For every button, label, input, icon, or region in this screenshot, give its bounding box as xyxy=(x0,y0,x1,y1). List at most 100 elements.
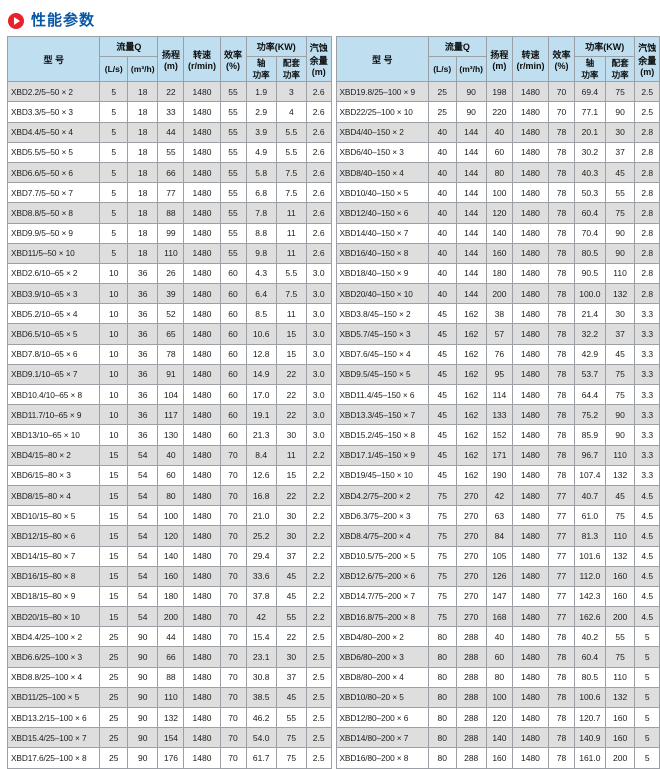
cell-model: XBD4.4/5–50 × 4 xyxy=(8,122,100,142)
cell-value: 57 xyxy=(486,324,512,344)
cell-value: 80 xyxy=(486,667,512,687)
cell-value: 40 xyxy=(428,142,456,162)
cell-value: 76 xyxy=(486,344,512,364)
cell-value: 1480 xyxy=(512,687,548,707)
cell-value: 40.2 xyxy=(575,627,606,647)
cell-value: 168 xyxy=(486,607,512,627)
cell-value: 162 xyxy=(456,425,486,445)
cell-value: 162 xyxy=(456,405,486,425)
cell-value: 30 xyxy=(276,526,306,546)
cell-value: 152 xyxy=(486,425,512,445)
cell-value: 132 xyxy=(605,284,635,304)
cell-value: 105 xyxy=(486,546,512,566)
cell-value: 25 xyxy=(100,728,128,748)
cell-value: 144 xyxy=(456,284,486,304)
cell-value: 80 xyxy=(428,728,456,748)
cell-value: 30 xyxy=(276,647,306,667)
cell-model: XBD12/40–150 × 6 xyxy=(336,203,428,223)
cell-value: 1480 xyxy=(184,465,220,485)
cell-value: 3.3 xyxy=(635,324,660,344)
cell-value: 12.6 xyxy=(246,465,276,485)
cell-value: 25 xyxy=(428,102,456,122)
col-header-motor-power: 配套 功率 xyxy=(276,57,306,82)
cell-value: 18 xyxy=(128,223,158,243)
cell-value: 2.2 xyxy=(306,586,331,606)
cell-value: 18 xyxy=(128,183,158,203)
cell-value: 15 xyxy=(276,324,306,344)
cell-value: 60 xyxy=(220,344,246,364)
cell-model: XBD11.7/10–65 × 9 xyxy=(8,405,100,425)
cell-model: XBD18/40–150 × 9 xyxy=(336,263,428,283)
cell-value: 5 xyxy=(635,647,660,667)
cell-value: 80 xyxy=(428,647,456,667)
cell-value: 70 xyxy=(220,607,246,627)
cell-value: 96.7 xyxy=(575,445,606,465)
cell-value: 4.5 xyxy=(635,566,660,586)
cell-model: XBD3.3/5–50 × 3 xyxy=(8,102,100,122)
cell-value: 3.0 xyxy=(306,284,331,304)
table-header-left: 型 号 流量Q 扬程 (m) 转速 (r/min) 效率 (%) 功率(KW) xyxy=(8,37,332,82)
cell-value: 75 xyxy=(428,607,456,627)
cell-value: 160 xyxy=(486,243,512,263)
cell-value: 78 xyxy=(548,647,574,667)
cell-value: 22 xyxy=(276,364,306,384)
cell-value: 1480 xyxy=(512,203,548,223)
col-header-head-label: 扬程 xyxy=(158,48,183,61)
col-header-efficiency: 效率 (%) xyxy=(548,37,574,82)
cell-value: 1480 xyxy=(184,102,220,122)
cell-value: 110 xyxy=(158,243,184,263)
cell-value: 81.3 xyxy=(575,526,606,546)
cell-value: 33 xyxy=(158,102,184,122)
cell-value: 1480 xyxy=(184,728,220,748)
cell-value: 198 xyxy=(486,82,512,102)
cell-value: 1480 xyxy=(512,485,548,505)
cell-value: 18 xyxy=(128,243,158,263)
cell-value: 270 xyxy=(456,546,486,566)
cell-value: 16.8 xyxy=(246,485,276,505)
cell-value: 1480 xyxy=(184,162,220,182)
cell-value: 120 xyxy=(486,708,512,728)
cell-value: 75 xyxy=(428,586,456,606)
cell-value: 25 xyxy=(100,687,128,707)
cell-value: 1480 xyxy=(184,485,220,505)
cell-value: 60 xyxy=(220,284,246,304)
cell-value: 52 xyxy=(158,304,184,324)
cell-value: 176 xyxy=(158,748,184,768)
cell-value: 180 xyxy=(158,586,184,606)
cell-value: 37 xyxy=(276,546,306,566)
cell-value: 75 xyxy=(605,647,635,667)
cell-value: 40 xyxy=(428,183,456,203)
cell-value: 101.6 xyxy=(575,546,606,566)
cell-value: 18 xyxy=(128,82,158,102)
cell-value: 1480 xyxy=(184,82,220,102)
cell-value: 2.6 xyxy=(306,122,331,142)
cell-value: 75.2 xyxy=(575,405,606,425)
cell-value: 22 xyxy=(158,82,184,102)
col-header-head-label: 扬程 xyxy=(487,48,512,61)
cell-value: 55 xyxy=(220,203,246,223)
cell-value: 144 xyxy=(456,263,486,283)
cell-model: XBD8/15–80 × 4 xyxy=(8,485,100,505)
cell-value: 60 xyxy=(486,647,512,667)
cell-value: 2.6 xyxy=(306,102,331,122)
cell-value: 1480 xyxy=(184,142,220,162)
cell-value: 61.7 xyxy=(246,748,276,768)
cell-value: 11 xyxy=(276,243,306,263)
cell-value: 2.8 xyxy=(635,122,660,142)
cell-value: 78 xyxy=(548,385,574,405)
cell-model: XBD22/25–100 × 10 xyxy=(336,102,428,122)
cell-value: 80 xyxy=(158,485,184,505)
col-header-motor-power: 配套 功率 xyxy=(605,57,635,82)
cell-value: 1480 xyxy=(184,243,220,263)
cell-value: 55 xyxy=(605,183,635,203)
cell-value: 70 xyxy=(220,627,246,647)
cell-model: XBD6.6/25–100 × 3 xyxy=(8,647,100,667)
cell-model: XBD6/80–200 × 3 xyxy=(336,647,428,667)
